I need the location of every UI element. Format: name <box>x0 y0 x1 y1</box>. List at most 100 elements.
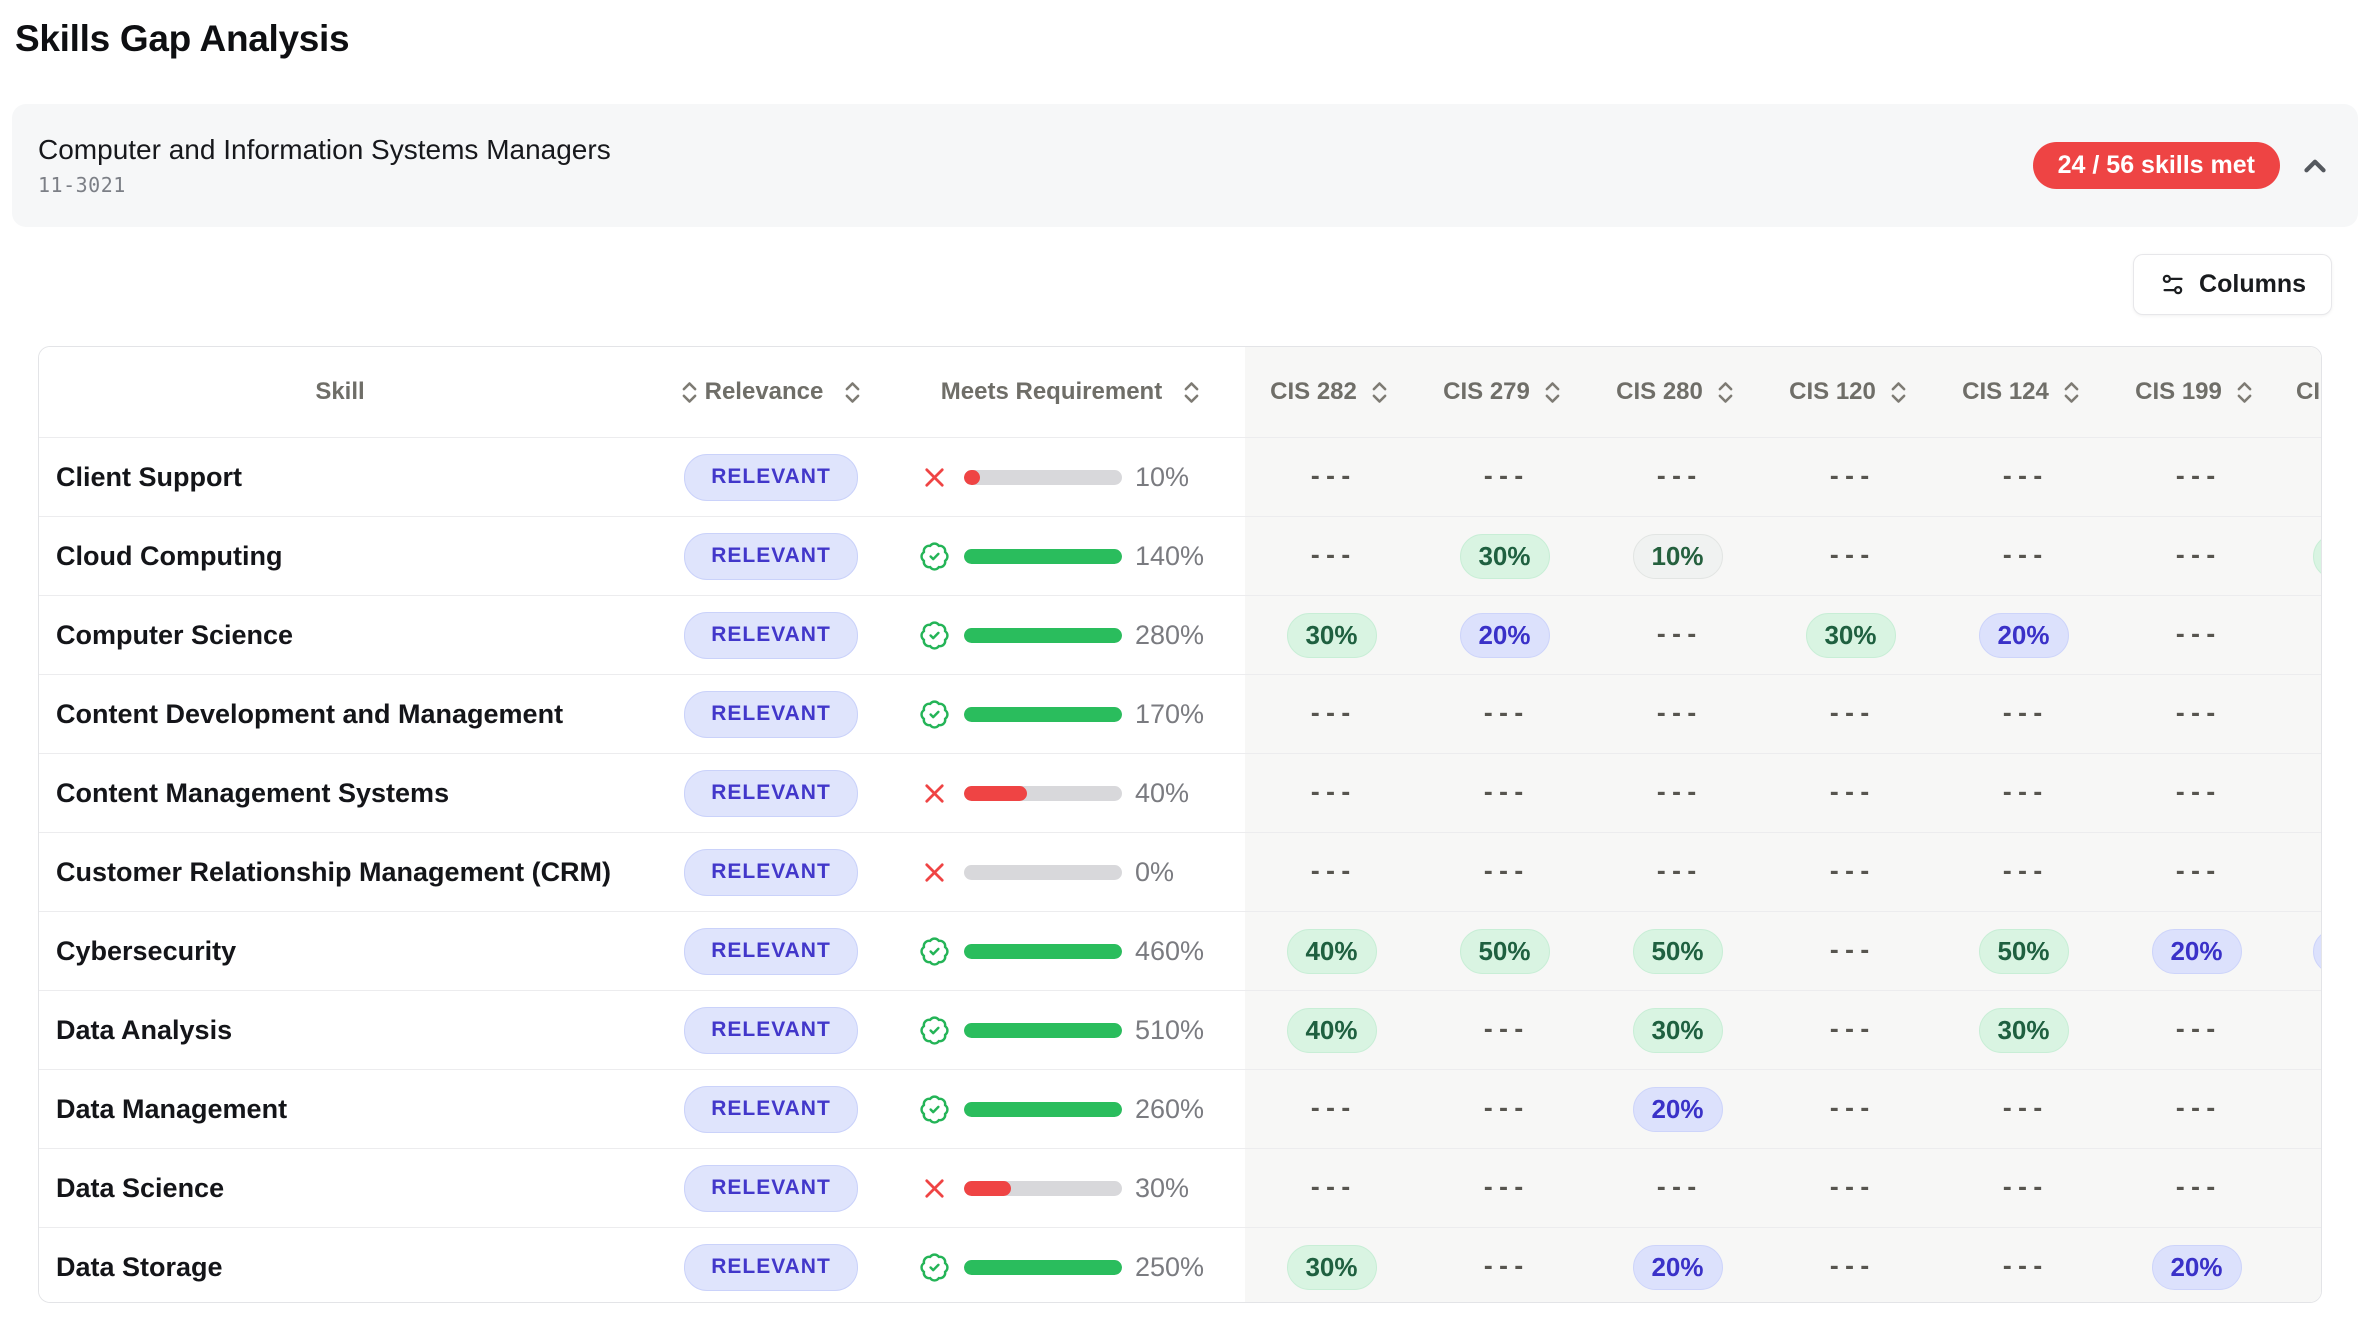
meets-requirement-cell: 140% <box>901 517 1245 595</box>
empty-cell-dashes: --- <box>1827 780 1874 806</box>
course-cell-cis-282: --- <box>1245 1070 1418 1148</box>
relevance-badge: RELEVANT <box>684 453 858 501</box>
sort-icon-relevance[interactable] <box>839 379 866 406</box>
chevron-up-icon <box>2304 159 2326 172</box>
sort-icon-cis-124[interactable] <box>2058 379 2085 406</box>
course-cell-truncated <box>2283 912 2321 990</box>
course-match-pill: 30% <box>1286 612 1377 658</box>
course-cell-truncated <box>2283 754 2321 832</box>
course-cell-cis-199: --- <box>2110 596 2283 674</box>
course-match-pill: 30% <box>1632 1007 1723 1053</box>
column-header-label: CIS 124 <box>1962 378 2049 405</box>
course-cell-truncated <box>2283 675 2321 753</box>
sort-icon-skill[interactable] <box>676 379 703 406</box>
sort-icon-meets-requirement[interactable] <box>1178 379 1205 406</box>
course-cell-truncated <box>2283 833 2321 911</box>
empty-cell-dashes: --- <box>1654 1175 1701 1201</box>
column-header-label: CIS 280 <box>1616 378 1703 405</box>
relevance-cell: RELEVANT <box>641 1149 901 1227</box>
course-cell-truncated <box>2283 438 2321 516</box>
course-match-pill-clipped <box>2313 928 2321 974</box>
course-match-pill: 40% <box>1286 928 1377 974</box>
empty-cell-dashes: --- <box>1654 859 1701 885</box>
course-cell-cis-124: --- <box>1937 1070 2110 1148</box>
relevance-badge: RELEVANT <box>684 611 858 659</box>
skill-name: Client Support <box>56 461 242 492</box>
course-cell-cis-280: 10% <box>1591 517 1764 595</box>
course-cell-cis-199: --- <box>2110 1149 2283 1227</box>
table-row: Content Management Systems RELEVANT 40% ---… <box>39 754 2321 833</box>
not-met-x-icon <box>925 862 944 882</box>
occupation-name: Computer and Information Systems Manager… <box>38 134 611 165</box>
collapse-card-button[interactable] <box>2298 149 2332 183</box>
progress-bar <box>964 785 1122 801</box>
empty-cell-dashes: --- <box>2000 859 2047 885</box>
course-cell-cis-280: --- <box>1591 438 1764 516</box>
empty-cell-dashes: --- <box>2173 701 2220 727</box>
empty-cell-dashes: --- <box>1481 701 1528 727</box>
course-cell-truncated <box>2283 1070 2321 1148</box>
course-cell-cis-280: --- <box>1591 833 1764 911</box>
meets-percent: 280% <box>1135 619 1205 650</box>
table-row: Data Management RELEVANT 260% --- --- 20% --- -… <box>39 1070 2321 1149</box>
course-match-pill: 30% <box>1459 533 1550 579</box>
column-header-relevance: Relevance <box>641 347 901 437</box>
sort-icon-cis-282[interactable] <box>1366 379 1393 406</box>
course-match-pill: 20% <box>1459 612 1550 658</box>
column-header-cis-120: CIS 120 <box>1764 347 1937 437</box>
meets-requirement-cell: 0% <box>901 833 1245 911</box>
course-cell-cis-120: --- <box>1764 517 1937 595</box>
relevance-cell: RELEVANT <box>641 438 901 516</box>
page-title: Skills Gap Analysis <box>15 18 350 59</box>
meets-requirement-cell: 170% <box>901 675 1245 753</box>
skill-name: Computer Science <box>56 619 294 650</box>
course-cell-cis-199: --- <box>2110 438 2283 516</box>
sort-icon-cis-280[interactable] <box>1712 379 1739 406</box>
empty-cell-dashes: --- <box>1827 464 1874 490</box>
meets-percent: 0% <box>1135 856 1175 887</box>
progress-bar <box>964 864 1122 880</box>
column-header-label: Meets Requirement <box>940 378 1163 405</box>
progress-bar-fill <box>964 1022 1122 1038</box>
sort-icon-cis-279[interactable] <box>1539 379 1566 406</box>
course-cell-cis-120: --- <box>1764 1070 1937 1148</box>
table-row: Customer Relationship Management (CRM) RE… <box>39 833 2321 912</box>
course-cell-cis-282: 40% <box>1245 912 1418 990</box>
progress-bar-fill <box>964 785 1028 801</box>
empty-cell-dashes: --- <box>1308 859 1355 885</box>
course-cell-cis-282: --- <box>1245 754 1418 832</box>
course-cell-cis-199: --- <box>2110 991 2283 1069</box>
empty-cell-dashes: --- <box>1654 464 1701 490</box>
progress-bar-fill <box>964 1259 1122 1275</box>
column-header-label: Relevance <box>704 378 824 405</box>
sort-icon-cis-199[interactable] <box>2231 379 2258 406</box>
met-check-icon <box>920 1015 949 1045</box>
empty-cell-dashes: --- <box>2173 543 2220 569</box>
skill-name: Customer Relationship Management (CRM) <box>56 856 612 887</box>
progress-bar-fill <box>964 1180 1012 1196</box>
course-cell-cis-280: 50% <box>1591 912 1764 990</box>
columns-button[interactable]: Columns <box>2133 254 2332 315</box>
course-cell-cis-282: --- <box>1245 517 1418 595</box>
course-cell-cis-120: --- <box>1764 991 1937 1069</box>
column-header-cis-280: CIS 280 <box>1591 347 1764 437</box>
meets-percent: 260% <box>1135 1093 1205 1124</box>
table-row: Data Science RELEVANT 30% --- --- --- --- --- --… <box>39 1149 2321 1228</box>
course-cell-cis-279: --- <box>1418 675 1591 753</box>
course-cell-cis-279: --- <box>1418 991 1591 1069</box>
course-cell-truncated <box>2283 991 2321 1069</box>
met-check-icon <box>920 699 949 729</box>
sort-icon-cis-120[interactable] <box>1885 379 1912 406</box>
course-cell-cis-282: 40% <box>1245 991 1418 1069</box>
table-row: Client Support RELEVANT 10% --- --- --- --- ---… <box>39 438 2321 517</box>
empty-cell-dashes: --- <box>2000 701 2047 727</box>
relevance-cell: RELEVANT <box>641 754 901 832</box>
empty-cell-dashes: --- <box>1654 780 1701 806</box>
course-cell-cis-199: --- <box>2110 675 2283 753</box>
progress-bar <box>964 1259 1122 1275</box>
progress-bar-fill <box>964 627 1122 643</box>
column-header-label: CIS 120 <box>1789 378 1876 405</box>
meets-percent: 10% <box>1135 461 1190 492</box>
progress-bar <box>964 706 1122 722</box>
course-cell-cis-120: --- <box>1764 833 1937 911</box>
